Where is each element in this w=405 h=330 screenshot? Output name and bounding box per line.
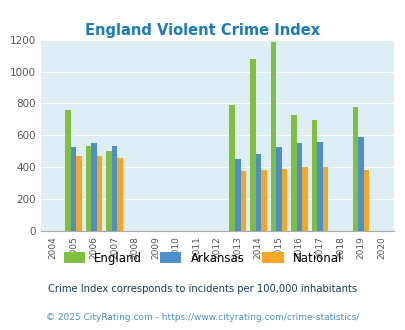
- Bar: [229, 105, 234, 231]
- Bar: [290, 115, 296, 231]
- Text: England Violent Crime Index: England Violent Crime Index: [85, 23, 320, 38]
- Bar: [91, 143, 96, 231]
- Text: © 2025 CityRating.com - https://www.cityrating.com/crime-statistics/: © 2025 CityRating.com - https://www.city…: [46, 313, 359, 322]
- Bar: [322, 167, 327, 231]
- Bar: [260, 170, 266, 231]
- Bar: [316, 143, 322, 231]
- Bar: [255, 154, 260, 231]
- Bar: [311, 120, 316, 231]
- Bar: [234, 159, 240, 231]
- Text: Crime Index corresponds to incidents per 100,000 inhabitants: Crime Index corresponds to incidents per…: [48, 284, 357, 294]
- Bar: [363, 170, 369, 231]
- Bar: [275, 147, 281, 231]
- Bar: [240, 171, 245, 231]
- Bar: [352, 107, 357, 231]
- Bar: [111, 147, 117, 231]
- Bar: [70, 147, 76, 231]
- Bar: [270, 42, 275, 231]
- Bar: [281, 169, 286, 231]
- Bar: [117, 158, 123, 231]
- Bar: [106, 151, 111, 231]
- Bar: [76, 156, 81, 231]
- Bar: [65, 110, 70, 231]
- Legend: England, Arkansas, National: England, Arkansas, National: [59, 247, 346, 269]
- Bar: [296, 143, 301, 231]
- Bar: [85, 146, 91, 231]
- Bar: [357, 137, 363, 231]
- Bar: [96, 156, 102, 231]
- Bar: [249, 59, 255, 231]
- Bar: [301, 167, 307, 231]
